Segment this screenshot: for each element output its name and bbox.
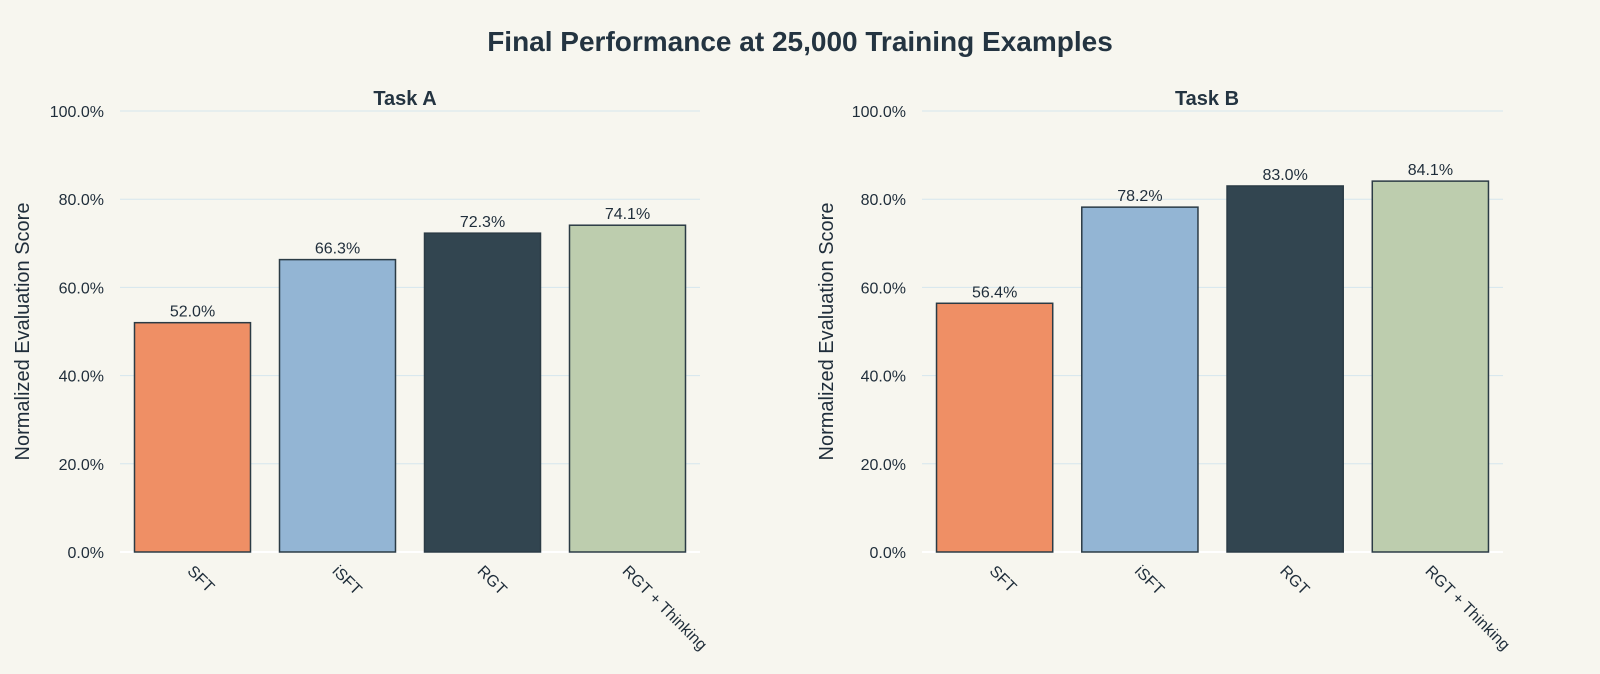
bar-isft[interactable]: [278, 258, 397, 553]
bar-sft[interactable]: [935, 302, 1054, 553]
data-label: 78.2%: [1117, 188, 1162, 205]
x-tick-label: RGT + Thinking: [619, 563, 710, 654]
x-tick-label: iSFT: [1131, 563, 1167, 599]
chart-panel-2: Task B 0.0% 20.0% 40.0% 60.0% 80.0% 100.0% Norm…: [816, 88, 1513, 654]
y-tick-label: 80.0%: [59, 192, 104, 209]
data-label: 83.0%: [1262, 167, 1307, 184]
main-title: Final Performance at 25,000 Training Exa…: [487, 26, 1113, 57]
panel-title: Task B: [1175, 88, 1239, 110]
y-tick-label: 80.0%: [861, 192, 906, 209]
bar-rgt-thinking[interactable]: [568, 224, 687, 553]
bar-rgt[interactable]: [423, 232, 542, 553]
data-label: 56.4%: [972, 284, 1017, 301]
y-tick-label: 100.0%: [852, 104, 906, 121]
x-tick-label: RGT: [474, 563, 510, 599]
data-label: 66.3%: [315, 241, 360, 258]
y-tick-label: 60.0%: [861, 280, 906, 297]
y-axis-label: Normalized Evaluation Score: [816, 203, 838, 461]
panel-title: Task A: [373, 88, 436, 110]
bar-rgt[interactable]: [1226, 185, 1344, 553]
y-tick-label: 100.0%: [50, 104, 104, 121]
y-tick-label: 40.0%: [861, 369, 906, 386]
y-tick-label: 60.0%: [59, 280, 104, 297]
y-tick-label: 20.0%: [59, 457, 104, 474]
x-tick-label: SFT: [184, 563, 218, 597]
data-label: 74.1%: [605, 206, 650, 223]
data-label: 52.0%: [170, 304, 215, 321]
y-tick-label: 40.0%: [59, 369, 104, 386]
data-label: 72.3%: [460, 214, 505, 231]
data-label: 84.1%: [1408, 162, 1453, 179]
y-tick-label: 0.0%: [68, 545, 104, 562]
bar-isft[interactable]: [1081, 206, 1199, 553]
y-axis-label: Normalized Evaluation Score: [12, 203, 34, 461]
y-tick-label: 20.0%: [861, 457, 906, 474]
chart-panel-1: Task A 0.0% 20.0% 40.0% 60.0% 80.0% 100.0% Norm…: [12, 88, 710, 654]
x-tick-label: SFT: [986, 563, 1020, 597]
bar-sft[interactable]: [133, 321, 252, 553]
y-tick-label: 0.0%: [870, 545, 906, 562]
bar-rgt-thinking[interactable]: [1371, 180, 1490, 553]
x-tick-label: iSFT: [329, 563, 365, 599]
x-tick-label: RGT: [1276, 563, 1312, 599]
x-tick-label: RGT + Thinking: [1422, 563, 1513, 654]
